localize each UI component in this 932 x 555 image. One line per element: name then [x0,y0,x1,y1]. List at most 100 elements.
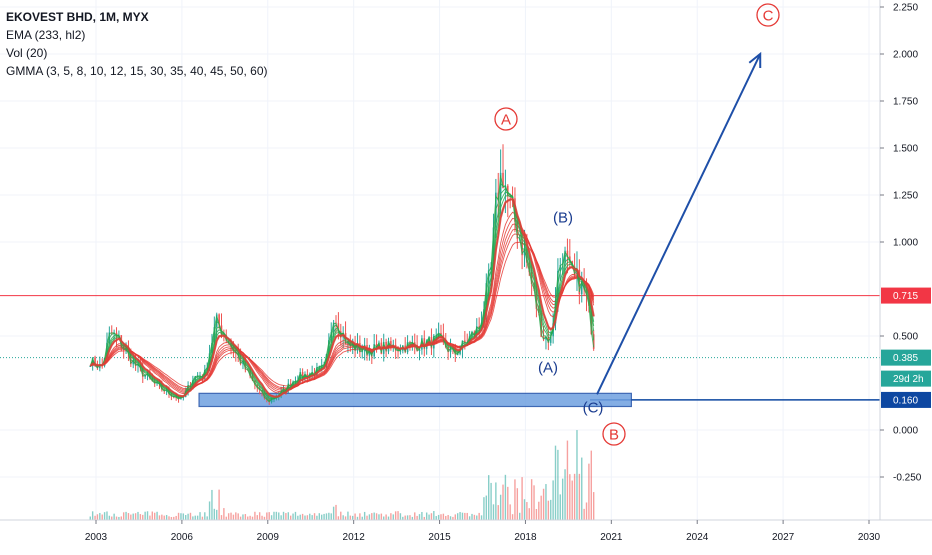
time-tick-label: 2015 [428,532,451,543]
price-tick-label: 2.000 [893,50,918,61]
volume-bar [452,516,454,520]
volume-bar [588,463,590,520]
candle-body [502,172,504,189]
volume-bar [232,514,235,520]
volume-bar [576,430,578,520]
volume-bar [342,515,344,520]
volume-bar [132,513,134,520]
volume-bar [359,513,361,520]
symbol-title[interactable]: EKOVEST BHD, 1M, MYX [6,10,149,24]
volume-bar [447,514,449,520]
volume-bar [540,495,542,520]
volume-bar [392,514,394,520]
gmma-ribbon [89,175,595,403]
volume-bar [130,514,132,520]
volume-bar [204,512,206,520]
volume-bar [526,502,528,520]
price-tick-label: 1.000 [893,238,918,249]
candle-body [549,336,552,343]
volume-bar [208,501,211,520]
time-tick-label: 2018 [514,532,537,543]
volume-bar [153,512,156,520]
candle-body [134,360,137,366]
volume-bar [509,504,511,520]
volume-bar [581,457,583,520]
volume-bar [456,513,459,520]
volume-bar [554,445,557,520]
volume-bar [254,511,256,520]
candle-body [301,372,304,379]
volume-bar [352,515,354,520]
indicator-gmma[interactable]: GMMA (3, 5, 8, 10, 12, 15, 30, 35, 40, 4… [6,64,268,78]
volume-bar [146,511,149,520]
volume-bar [189,512,192,520]
volume-bar [182,513,185,520]
volume-bar [142,514,144,520]
volume-bar [115,516,118,520]
volume-bar [89,516,91,520]
volume-bar [547,500,550,520]
volume-bar [433,511,435,520]
volume-bar [356,516,359,520]
price-tick-label: -0.250 [893,473,922,484]
volume-bar [125,511,127,520]
volume-bar [516,488,519,520]
volume-bar [158,515,161,520]
wave-label: B [609,427,619,444]
candle-body [459,349,461,355]
indicator-ema[interactable]: EMA (233, hl2) [6,28,86,42]
volume-bar [530,479,533,520]
volume-bar [557,449,559,520]
price-tick-label: 1.500 [893,144,918,155]
price-tick-label: 2.250 [893,3,918,14]
volume-bar [378,514,380,520]
volume-bar [304,515,306,520]
volume-bar [449,516,452,520]
grid [0,0,880,520]
candle-body [289,383,292,387]
volume-bar [394,511,397,520]
volume-bar [192,516,194,520]
volume-bar [325,513,328,520]
volume-bar [91,511,94,520]
candle-body [299,372,302,381]
volume-bar [239,516,242,520]
candle-body [132,360,135,365]
candle-body [218,314,220,326]
volume-bar [313,513,316,520]
volume-bar [511,514,514,520]
time-tick-label: 2021 [600,532,623,543]
volume-bar [414,512,416,520]
volume-bar [196,515,199,520]
indicator-volume[interactable]: Vol (20) [6,46,48,60]
volume-bar [569,474,571,520]
volume-bar [266,512,268,520]
price-tick-label: 0.000 [893,426,918,437]
volume-bar [335,504,337,520]
volume-bar [366,515,368,520]
volume-bar [289,515,292,520]
volume-bar [488,475,490,520]
volume-bar [480,515,483,520]
candle-body [180,397,182,400]
volume-bar [101,514,103,520]
volume-bar [502,484,504,520]
volume-bar [249,515,251,520]
volume-bar [151,511,154,520]
volume-bar [278,512,280,520]
volume-bar [168,516,170,520]
volume-bar [268,512,270,520]
volume-bar [423,516,425,520]
volume-bar [201,516,204,520]
wave-label: (B) [553,210,573,227]
projection-line [596,53,762,395]
volume-bar [177,512,180,520]
volume-bar [473,514,476,520]
volume-bar [519,512,521,520]
volume-bar [99,512,101,520]
candle-body [578,269,581,295]
candle-body [306,373,309,378]
wave-label: A [501,112,511,129]
